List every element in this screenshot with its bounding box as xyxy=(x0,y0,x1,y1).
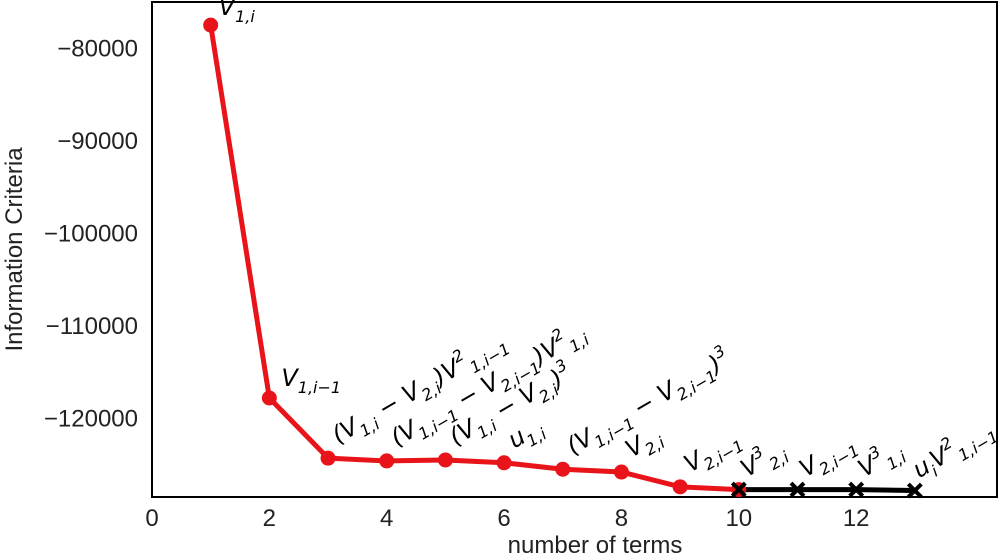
y-axis-label: Information Criteria xyxy=(1,147,28,352)
point-annotation: V32,i xyxy=(734,432,793,487)
x-tick-label: 6 xyxy=(497,505,510,532)
point-annotation: uiV21,i−1 xyxy=(906,411,1001,488)
data-point xyxy=(261,390,277,406)
x-tick-label: 0 xyxy=(145,505,158,532)
y-tick-label: −120000 xyxy=(44,405,138,432)
data-point-x-marker xyxy=(848,481,865,498)
point-annotation: V2,i−1 xyxy=(679,424,747,482)
series-line xyxy=(738,487,915,494)
x-tick-label: 12 xyxy=(843,505,870,532)
y-tick-label: −110000 xyxy=(46,313,138,340)
point-annotation: V31,i xyxy=(851,432,910,487)
point-annotation: V1,i xyxy=(219,0,256,26)
ticks: 0 2 4 6 8 10 12 −80000 −90000 −100000 −110000 −1200… xyxy=(44,35,870,532)
data-point xyxy=(437,452,453,468)
x-axis-label: number of terms xyxy=(508,532,683,556)
series-line xyxy=(208,24,739,493)
y-tick-label: −80000 xyxy=(57,35,138,62)
x-tick-label: 8 xyxy=(615,505,628,532)
annotations: V1,iV1,i−1(V1,i − V2,i)V21,i−1(V1,i−1 − … xyxy=(219,0,1001,488)
data-point xyxy=(496,455,512,471)
series-markers xyxy=(203,17,923,499)
data-point xyxy=(672,479,688,495)
x-tick-label: 2 xyxy=(263,505,276,532)
y-tick-label: −100000 xyxy=(44,220,138,247)
plot-frame xyxy=(151,1,998,498)
data-point-x-marker xyxy=(906,482,923,499)
data-point xyxy=(613,464,629,480)
x-tick-label: 4 xyxy=(380,505,393,532)
data-point xyxy=(320,450,336,466)
point-annotation: V1,i−1 xyxy=(281,364,341,397)
data-point xyxy=(555,461,571,477)
data-point-x-marker xyxy=(789,481,806,498)
data-point-x-marker xyxy=(730,481,747,498)
data-point xyxy=(203,17,219,33)
x-tick-label: 10 xyxy=(725,505,752,532)
data-point xyxy=(379,453,395,469)
series-lines xyxy=(208,24,915,494)
y-tick-label: −90000 xyxy=(57,128,138,155)
